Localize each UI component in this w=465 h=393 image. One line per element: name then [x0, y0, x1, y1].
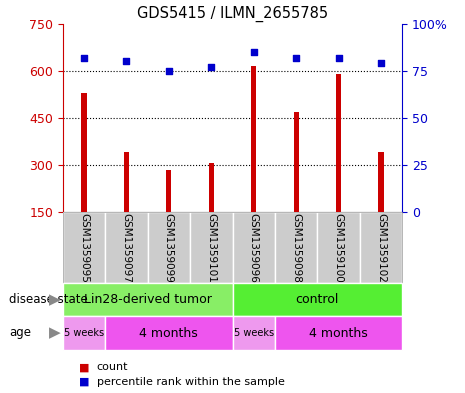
Text: 5 weeks: 5 weeks [64, 328, 104, 338]
Bar [336, 74, 341, 212]
Bar [232, 283, 402, 316]
Point [207, 64, 215, 70]
Text: ▶: ▶ [49, 325, 61, 340]
Text: GSM1359095: GSM1359095 [79, 213, 89, 283]
Bar [275, 316, 402, 350]
Text: GSM1359098: GSM1359098 [291, 213, 301, 283]
Bar [166, 170, 172, 212]
Title: GDS5415 / ILMN_2655785: GDS5415 / ILMN_2655785 [137, 6, 328, 22]
Text: ▶: ▶ [49, 292, 61, 307]
Text: GSM1359101: GSM1359101 [206, 213, 216, 283]
Bar [147, 212, 190, 283]
Text: 4 months: 4 months [140, 327, 198, 340]
Point [292, 54, 300, 61]
Text: GSM1359096: GSM1359096 [249, 213, 259, 283]
Text: Lin28-derived tumor: Lin28-derived tumor [84, 293, 212, 306]
Bar [317, 212, 360, 283]
Point [165, 68, 173, 74]
Bar [81, 93, 86, 212]
Bar [360, 212, 402, 283]
Point [123, 58, 130, 64]
Bar [379, 152, 384, 212]
Bar [293, 112, 299, 212]
Bar [251, 66, 256, 212]
Text: disease state: disease state [9, 293, 88, 307]
Text: GSM1359097: GSM1359097 [121, 213, 132, 283]
Text: age: age [9, 326, 31, 340]
Text: GSM1359100: GSM1359100 [333, 213, 344, 283]
Bar [232, 212, 275, 283]
Bar [105, 212, 147, 283]
Text: GSM1359102: GSM1359102 [376, 213, 386, 283]
Text: control: control [296, 293, 339, 306]
Text: percentile rank within the sample: percentile rank within the sample [97, 377, 285, 387]
Bar [105, 316, 232, 350]
Point [335, 54, 342, 61]
Bar [190, 212, 232, 283]
Text: ■: ■ [79, 377, 90, 387]
Text: ■: ■ [79, 362, 90, 373]
Text: 4 months: 4 months [309, 327, 368, 340]
Bar [63, 212, 105, 283]
Bar [63, 316, 105, 350]
Point [377, 60, 385, 66]
Text: GSM1359099: GSM1359099 [164, 213, 174, 283]
Bar [124, 152, 129, 212]
Bar [232, 316, 275, 350]
Text: count: count [97, 362, 128, 373]
Bar [275, 212, 317, 283]
Bar [63, 283, 232, 316]
Point [250, 49, 258, 55]
Text: 5 weeks: 5 weeks [233, 328, 274, 338]
Point [80, 54, 88, 61]
Bar [209, 163, 214, 212]
